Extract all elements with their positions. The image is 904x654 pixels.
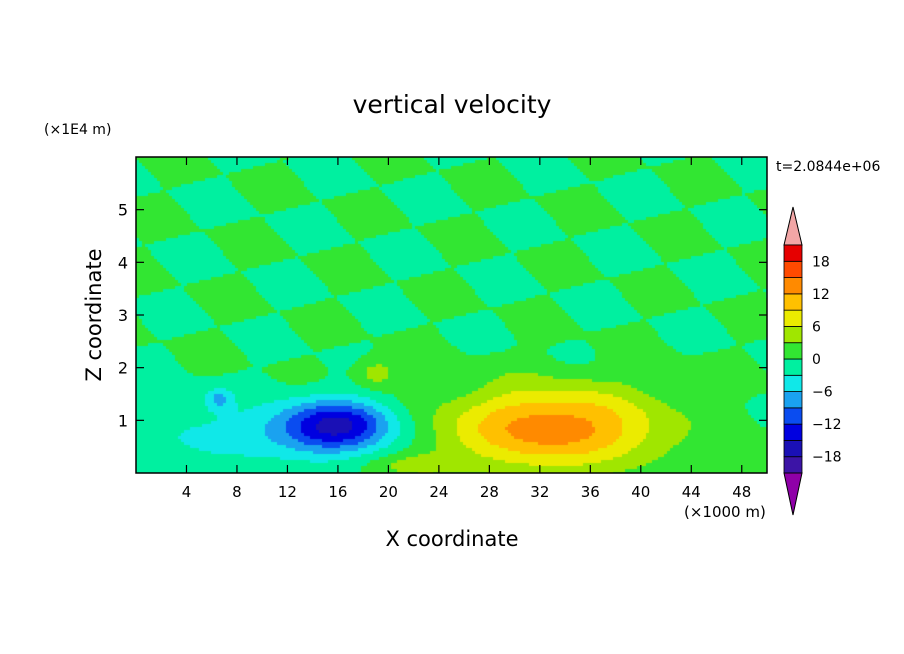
colorbar-band xyxy=(783,293,803,311)
colorbar-band xyxy=(783,342,803,360)
colorbar-under-triangle xyxy=(783,472,803,516)
y-tick-label: 2 xyxy=(118,359,128,378)
x-axis-label: X coordinate xyxy=(385,527,518,551)
colorbar-band xyxy=(783,309,803,327)
colorbar-band xyxy=(783,456,803,474)
chart-title: vertical velocity xyxy=(353,90,552,119)
colorbar-over-triangle xyxy=(783,206,803,246)
y-unit-label: (×1E4 m) xyxy=(44,122,111,138)
colorbar-band xyxy=(783,423,803,441)
contour-image xyxy=(136,157,767,473)
x-axis: 4 8 12 16 20 24 28 32 36 40 44 48 xyxy=(182,157,751,501)
colorbar-label: −12 xyxy=(812,417,842,433)
colorbar-label: 6 xyxy=(812,319,821,335)
x-tick-label: 40 xyxy=(631,483,650,501)
colorbar-band xyxy=(783,440,803,458)
colorbar-label: −18 xyxy=(812,450,842,466)
colorbar-label: 12 xyxy=(812,287,830,303)
contour-field xyxy=(136,157,767,473)
y-axis: 1 2 3 4 5 xyxy=(118,201,767,430)
x-tick-label: 12 xyxy=(278,483,297,501)
y-tick-label: 5 xyxy=(118,201,128,220)
x-tick-label: 24 xyxy=(429,483,448,501)
x-tick-label: 4 xyxy=(182,483,192,501)
x-tick-label: 44 xyxy=(682,483,701,501)
colorbar-band xyxy=(783,244,803,262)
x-tick-label: 48 xyxy=(732,483,751,501)
colorbar-label: −6 xyxy=(812,385,833,401)
y-tick-label: 1 xyxy=(118,411,128,430)
x-unit-label: (×1000 m) xyxy=(684,503,766,521)
colorbar-label: 18 xyxy=(812,254,830,270)
y-tick-label: 3 xyxy=(118,306,128,325)
time-label: t=2.0844e+06 xyxy=(776,159,880,175)
colorbar: 18 12 6 0 −6 −12 −18 xyxy=(783,206,842,516)
x-tick-label: 36 xyxy=(581,483,600,501)
x-tick-label: 20 xyxy=(379,483,398,501)
x-tick-label: 32 xyxy=(530,483,549,501)
colorbar-band xyxy=(783,277,803,295)
x-tick-label: 16 xyxy=(328,483,347,501)
colorbar-band xyxy=(783,407,803,425)
x-tick-label: 8 xyxy=(232,483,242,501)
colorbar-band xyxy=(783,374,803,392)
x-tick-label: 28 xyxy=(480,483,499,501)
colorbar-band xyxy=(783,358,803,376)
colorbar-band xyxy=(783,326,803,344)
colorbar-label: 0 xyxy=(812,352,821,368)
y-axis-label: Z coordinate xyxy=(82,248,106,381)
colorbar-band xyxy=(783,260,803,278)
y-tick-label: 4 xyxy=(118,253,128,272)
colorbar-band xyxy=(783,391,803,409)
